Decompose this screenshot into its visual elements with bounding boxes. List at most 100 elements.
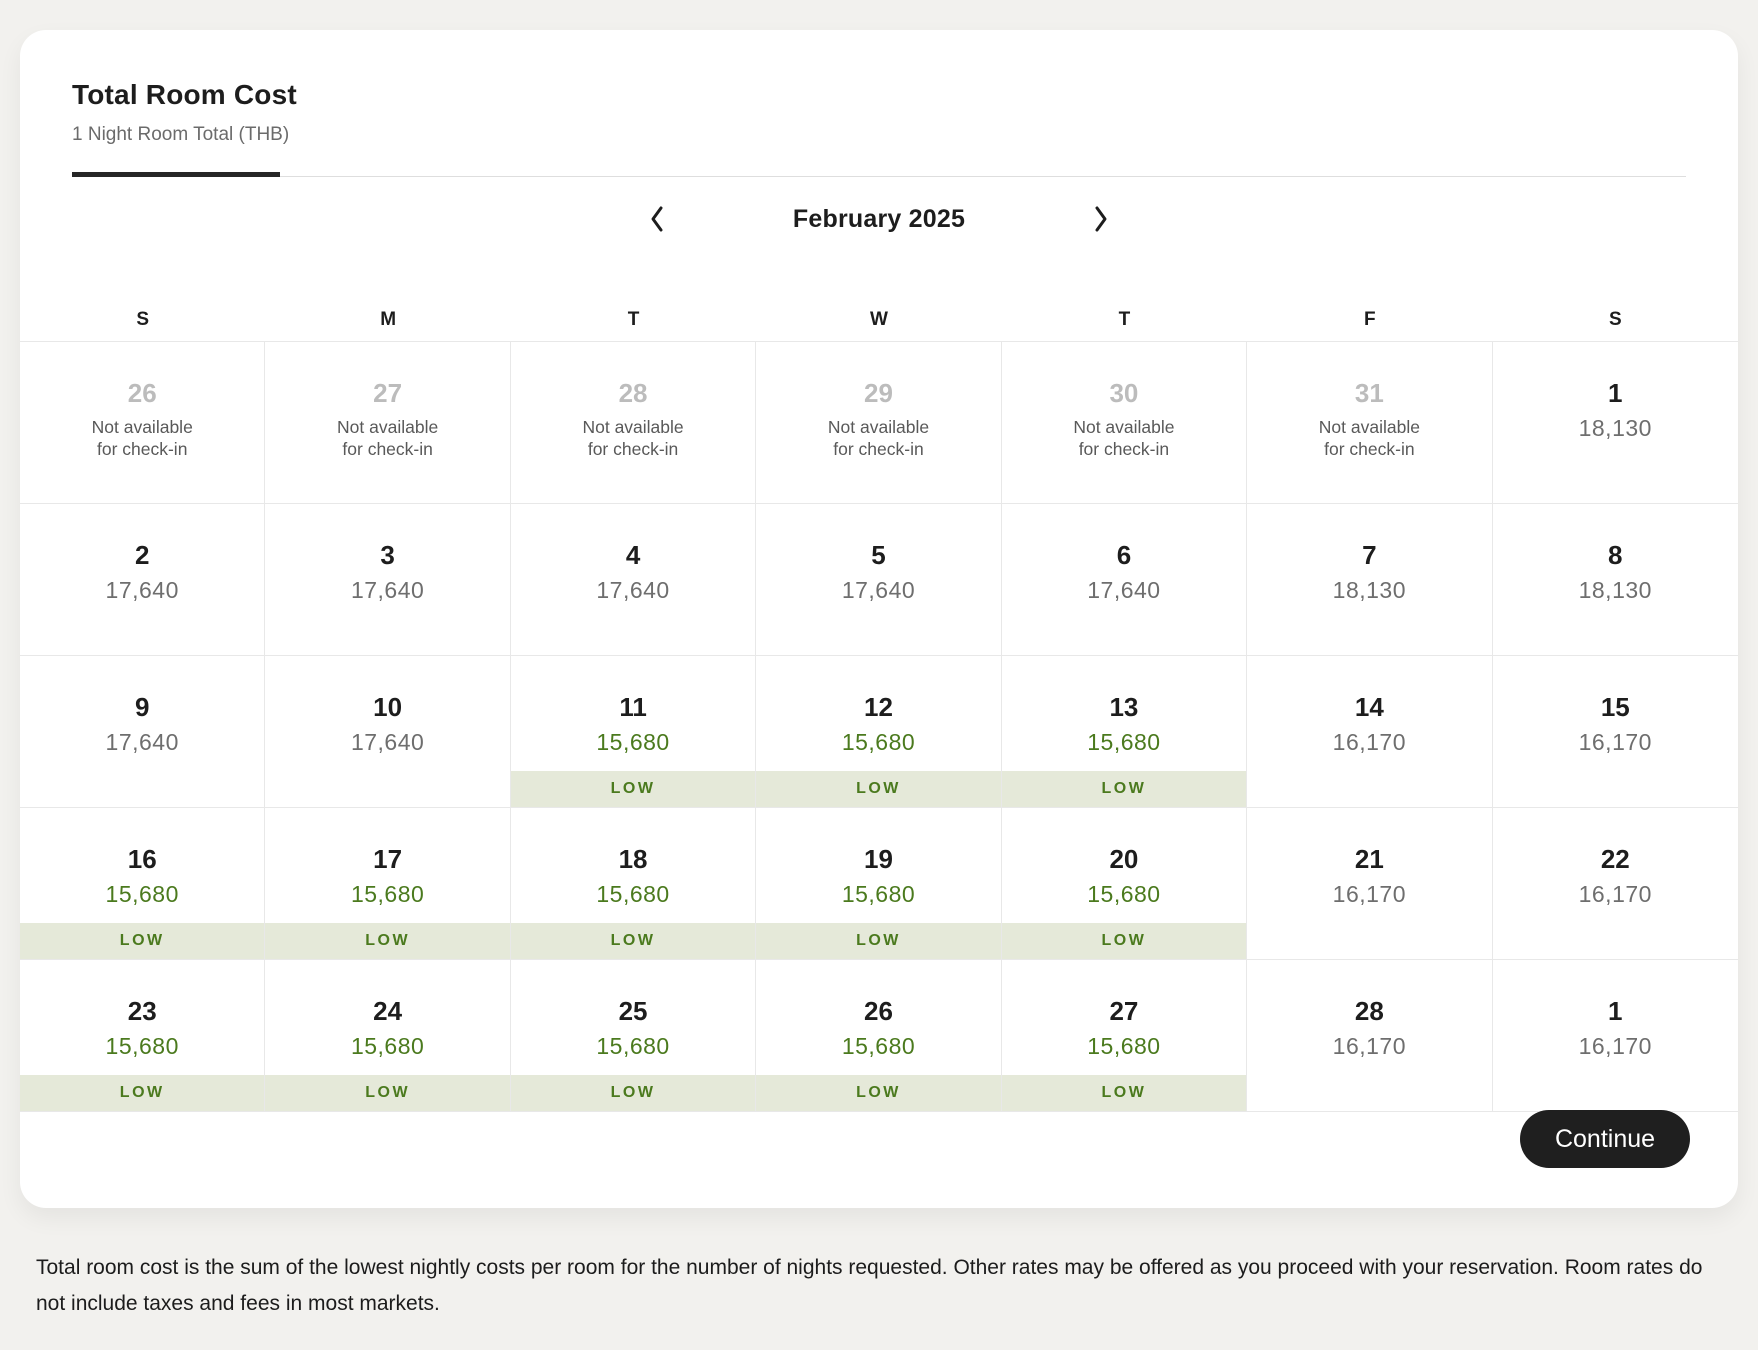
day-number: 24 (373, 996, 403, 1026)
calendar-day-cell[interactable]: 20 15,680 LOW (1001, 808, 1248, 959)
calendar-day-cell[interactable]: 4 17,640 (510, 504, 757, 655)
day-price: 17,640 (596, 577, 670, 603)
day-price: 16,170 (1578, 881, 1652, 907)
weekday-header: T (1118, 309, 1131, 330)
weekday-header: F (1364, 309, 1376, 330)
calendar-day-cell[interactable]: 15 16,170 (1492, 656, 1738, 807)
calendar-day-cell[interactable]: 8 18,130 (1492, 504, 1738, 655)
day-number: 21 (1354, 844, 1384, 874)
calendar-week-row: 2 17,640 3 17,640 4 17,640 5 17,640 6 17,640 7 18,1… (20, 504, 1738, 656)
weekday-header: S (136, 309, 150, 330)
calendar-day-cell[interactable]: 19 15,680 LOW (756, 808, 1002, 959)
low-rate-badge: LOW (510, 771, 756, 807)
not-available-label: Not available for check-in (91, 417, 193, 459)
day-price: 16,170 (1578, 729, 1652, 755)
day-price: 15,680 (841, 1033, 916, 1059)
day-number: 26 (864, 996, 893, 1026)
day-number: 28 (1354, 996, 1384, 1026)
calendar-day-cell[interactable]: 12 15,680 LOW (756, 656, 1002, 807)
day-price: 17,640 (1087, 577, 1161, 603)
day-price: 15,680 (596, 1033, 670, 1059)
calendar-day-cell[interactable]: 24 15,680 LOW (265, 960, 511, 1111)
day-number: 28 (618, 378, 648, 408)
calendar-day-cell: 26 Not available for check-in (20, 342, 266, 503)
continue-button[interactable]: Continue (1520, 1110, 1690, 1168)
day-price: 15,680 (1087, 881, 1161, 907)
calendar-day-cell[interactable]: 23 15,680 LOW (20, 960, 266, 1111)
calendar-day-cell[interactable]: 21 16,170 (1247, 808, 1493, 959)
day-price: 18,130 (1332, 577, 1407, 603)
calendar-day-cell[interactable]: 2 17,640 (20, 504, 266, 655)
next-month-button[interactable] (1085, 201, 1117, 237)
day-number: 15 (1600, 692, 1630, 722)
calendar-day-cell[interactable]: 5 17,640 (756, 504, 1002, 655)
not-available-label: Not available for check-in (582, 417, 684, 459)
footer-disclaimer: Total room cost is the sum of the lowest… (36, 1256, 1703, 1315)
calendar-week-row: 23 15,680 LOW 24 15,680 LOW 25 15,680 LOW 26 15,68… (20, 960, 1738, 1112)
calendar-day-cell[interactable]: 14 16,170 (1247, 656, 1493, 807)
day-number: 30 (1109, 378, 1139, 408)
day-price: 17,640 (350, 729, 425, 755)
panel-header: Total Room Cost 1 Night Room Total (THB) (20, 30, 1738, 177)
day-number: 6 (1116, 540, 1132, 570)
calendar-day-cell[interactable]: 13 15,680 LOW (1001, 656, 1248, 807)
calendar-day-cell[interactable]: 22 16,170 (1492, 808, 1738, 959)
day-price: 15,680 (596, 881, 670, 907)
calendar-weeks: 26 Not available for check-in 27 Not availab… (20, 342, 1738, 1112)
calendar-day-cell[interactable]: 10 17,640 (265, 656, 511, 807)
calendar-day-cell[interactable]: 7 18,130 (1247, 504, 1493, 655)
calendar-day-cell[interactable]: 28 16,170 (1247, 960, 1493, 1111)
not-available-label: Not available for check-in (337, 417, 439, 459)
calendar-day-cell[interactable]: 27 15,680 LOW (1001, 960, 1248, 1111)
day-price: 17,640 (105, 729, 179, 755)
calendar-day-cell: 29 Not available for check-in (756, 342, 1002, 503)
day-number: 18 (618, 844, 648, 874)
calendar-day-cell[interactable]: 26 15,680 LOW (756, 960, 1002, 1111)
day-price: 15,680 (841, 729, 916, 755)
low-rate-badge: LOW (756, 923, 1001, 959)
calendar-day-cell: 31 Not available for check-in (1247, 342, 1493, 503)
calendar-day-cell[interactable]: 11 15,680 LOW (510, 656, 757, 807)
calendar-day-cell[interactable]: 18 15,680 LOW (510, 808, 757, 959)
calendar-day-cell[interactable]: 9 17,640 (20, 656, 266, 807)
calendar-day-cell[interactable]: 6 17,640 (1001, 504, 1248, 655)
room-cost-panel: Total Room Cost 1 Night Room Total (THB)… (20, 30, 1738, 1208)
not-available-label: Not available for check-in (1073, 417, 1175, 459)
day-number: 10 (373, 692, 403, 722)
not-available-label: Not available for check-in (1318, 417, 1420, 459)
calendar-week-row: 26 Not available for check-in 27 Not availab… (20, 342, 1738, 504)
day-price: 16,170 (1578, 1033, 1652, 1059)
day-number: 9 (134, 692, 150, 722)
calendar-week-row: 9 17,640 10 17,640 11 15,680 LOW 12 15,680 LOW 13 1… (20, 656, 1738, 808)
day-price: 15,680 (1087, 729, 1161, 755)
day-number: 27 (373, 378, 403, 408)
day-number: 31 (1354, 378, 1384, 408)
calendar-day-cell[interactable]: 17 15,680 LOW (265, 808, 511, 959)
prev-month-button[interactable] (641, 201, 673, 237)
day-number: 17 (373, 844, 403, 874)
day-number: 12 (864, 692, 893, 722)
weekday-header: W (870, 309, 888, 330)
day-price: 15,680 (350, 1033, 425, 1059)
day-number: 8 (1608, 540, 1623, 570)
calendar-day-cell[interactable]: 16 15,680 LOW (20, 808, 266, 959)
chevron-right-icon (1093, 205, 1109, 233)
day-number: 1 (1608, 996, 1623, 1026)
calendar-day-cell[interactable]: 1 18,130 (1492, 342, 1738, 503)
day-price: 16,170 (1332, 1033, 1407, 1059)
month-label: February 2025 (792, 204, 966, 233)
day-number: 16 (127, 844, 157, 874)
calendar-day-cell[interactable]: 1 16,170 (1492, 960, 1738, 1111)
calendar-day-cell[interactable]: 3 17,640 (265, 504, 511, 655)
low-rate-badge: LOW (756, 1075, 1001, 1111)
low-rate-badge: LOW (1001, 771, 1247, 807)
low-rate-badge: LOW (1001, 1075, 1247, 1111)
day-price: 15,680 (841, 881, 916, 907)
day-number: 14 (1354, 692, 1384, 722)
weekday-header: S (1608, 309, 1622, 330)
low-rate-badge: LOW (20, 1075, 265, 1111)
calendar-day-cell[interactable]: 25 15,680 LOW (510, 960, 757, 1111)
day-price: 15,680 (1087, 1033, 1161, 1059)
day-number: 20 (1109, 844, 1139, 874)
